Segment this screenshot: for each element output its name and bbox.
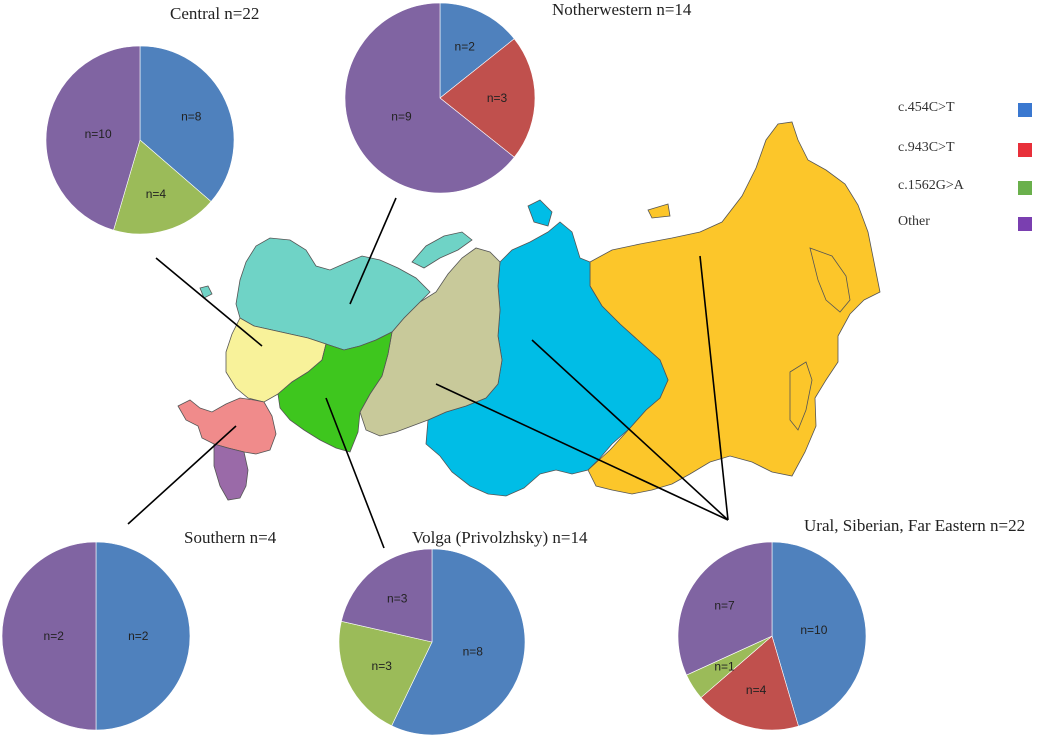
pie-slice-central-c-454c-t <box>139 45 235 202</box>
pie-slice-label-ural-siberian-far-eastern-0: n=10 <box>800 623 827 637</box>
pie-slice-label-northwestern-0: n=2 <box>455 40 476 54</box>
legend-swatch-c943 <box>1018 143 1032 157</box>
connector-northwestern <box>349 197 397 305</box>
pie-slice-label-ural-siberian-far-eastern-2: n=1 <box>714 659 735 673</box>
pie-slice-label-volga-2: n=3 <box>387 591 408 605</box>
pie-slice-label-central-0: n=8 <box>181 110 202 124</box>
pie-northwestern: n=2 n=3 n=9 <box>344 2 536 194</box>
pie-slice-label-ural-siberian-far-eastern-1: n=4 <box>746 683 767 697</box>
pie-volga: n=8 n=3 n=3 <box>338 548 526 736</box>
pie-title-ural-siberian-far-eastern: Ural, Siberian, Far Eastern n=22 <box>804 516 1026 535</box>
region-southern <box>177 397 277 455</box>
pie-charts: n=8n=4n=10n=2n=3n=9n=2n=2n=8n=3n=3n=10n=… <box>1 2 867 736</box>
pie-central: n=8 n=4 n=10 <box>45 45 235 235</box>
pie-title-southern: Southern n=4 <box>184 528 277 547</box>
connector-central <box>155 257 263 347</box>
legend-label-c943: c.943C>T <box>898 140 955 155</box>
pie-slice-ural-siberian-far-eastern-other <box>677 541 773 676</box>
pie-slice-volga-other <box>340 548 433 643</box>
pie-slice-label-southern-0: n=2 <box>128 629 149 643</box>
pie-ural-siberian-far-eastern: n=10 n=4 n=1 n=7 <box>677 541 867 731</box>
pie-slice-ural-siberian-far-eastern-c-454c-t <box>771 541 867 727</box>
connector-ural <box>435 383 729 521</box>
pie-slice-label-ural-siberian-far-eastern-3: n=7 <box>714 599 735 613</box>
pie-slice-northwestern-c-943c-t <box>439 38 536 158</box>
pie-slice-label-central-2: n=10 <box>85 127 112 141</box>
region-volga <box>277 331 393 453</box>
connector-southern <box>127 425 237 525</box>
pie-slice-label-volga-1: n=3 <box>372 659 393 673</box>
pie-title-northwestern: Notherwestern n=14 <box>552 0 692 19</box>
pie-slice-central-c-1562g-a <box>113 139 212 235</box>
legend-swatch-c1562 <box>1018 181 1032 195</box>
region-far-eastern-kamchatka <box>809 247 851 313</box>
pie-slice-volga-c-454c-t <box>391 548 526 736</box>
pie-slice-volga-c-1562g-a <box>338 620 433 727</box>
pie-slice-southern-other <box>1 541 97 731</box>
pie-slice-label-southern-1: n=2 <box>44 629 65 643</box>
region-far-eastern-island <box>789 361 813 431</box>
pie-slice-central-other <box>45 45 141 231</box>
pie-slice-northwestern-c-454c-t <box>439 2 515 99</box>
pie-southern: n=2 n=2 <box>1 541 191 731</box>
connector-far-eastern <box>699 255 729 521</box>
region-siberian-isle <box>527 199 553 227</box>
pie-title-volga: Volga (Privolzhsky) n=14 <box>412 528 588 547</box>
region-northwestern-novaya-zemlya <box>411 231 473 269</box>
legend-label-c1562: c.1562G>A <box>898 178 964 193</box>
connector-siberian <box>531 339 729 521</box>
legend-label-other: Other <box>898 214 930 229</box>
legend-label-c454: c.454C>T <box>898 100 955 115</box>
pie-slice-ural-siberian-far-eastern-c-943c-t <box>700 635 799 731</box>
pie-slice-label-northwestern-1: n=3 <box>487 91 508 105</box>
pie-slice-southern-c-454c-t <box>95 541 191 731</box>
legend-swatch-other <box>1018 217 1032 231</box>
region-north-caucasus <box>213 443 249 501</box>
region-far-eastern-chukotka-isle <box>647 203 671 219</box>
region-ural <box>359 247 503 437</box>
pie-slice-northwestern-other <box>344 2 515 194</box>
legend-swatch-c454 <box>1018 103 1032 117</box>
region-northwestern-kaliningrad <box>199 285 213 299</box>
pie-slice-label-central-1: n=4 <box>146 187 167 201</box>
connector-lines <box>127 197 729 549</box>
pie-title-central: Central n=22 <box>170 4 260 23</box>
pie-slice-label-northwestern-2: n=9 <box>391 110 412 124</box>
connector-volga <box>325 397 385 549</box>
pie-slice-label-volga-0: n=8 <box>463 644 484 658</box>
